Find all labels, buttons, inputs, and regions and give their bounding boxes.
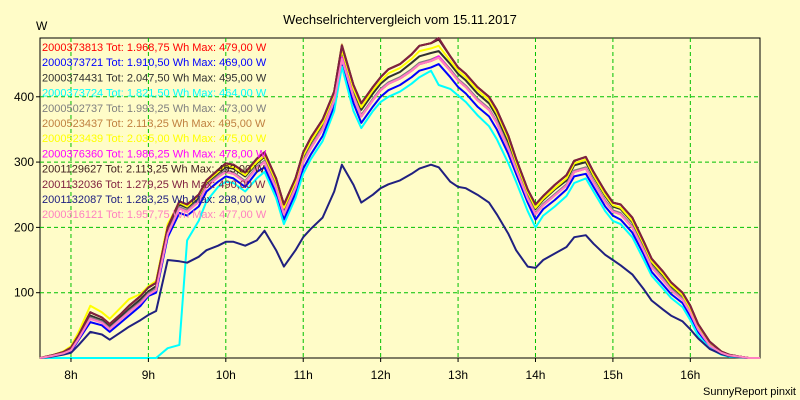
legend-entry: 2000374431 Tot: 2.047,50 Wh Max: 495,00 … [42, 72, 267, 84]
legend-entry: 2000373721 Tot: 1.910,50 Wh Max: 469,00 … [42, 57, 267, 69]
legend: 2000373813 Tot: 1.968,75 Wh Max: 479,00 … [42, 42, 267, 221]
x-tick-label: 15h [603, 368, 623, 382]
y-tick-label: 100 [14, 286, 34, 300]
legend-entry: 2000316121 Tot: 1.957,75 Wh Max: 477,00 … [42, 209, 267, 221]
x-tick-label: 12h [371, 368, 391, 382]
series-line-11 [39, 163, 760, 359]
grid-lines [40, 38, 760, 358]
y-tick-label: 300 [14, 155, 34, 169]
legend-entry: 2000373724 Tot: 1.821,50 Wh Max: 464,00 … [42, 88, 267, 100]
y-axis-label: W [36, 19, 48, 33]
y-tick-label: 400 [14, 90, 34, 104]
x-tick-label: 10h [216, 368, 236, 382]
x-axis-ticks: 8h 9h 10h 11h 12h 13h 14h 15h 16h [64, 358, 700, 382]
chart-title: Wechselrichtervergleich vom 15.11.2017 [283, 12, 517, 27]
series-lines [39, 37, 760, 359]
x-tick-label: 16h [680, 368, 700, 382]
legend-entry: 2000523437 Tot: 2.113,25 Wh Max: 495,00 … [42, 118, 266, 130]
legend-entry: 2001129627 Tot: 2.113,25 Wh Max: 493,00 … [42, 164, 265, 176]
legend-entry: 2000502737 Tot: 1.993,25 Wh Max: 473,00 … [42, 103, 267, 115]
legend-entry: 2000523439 Tot: 2.035,00 Wh Max: 475,00 … [42, 133, 267, 145]
series-line-4 [40, 65, 760, 359]
y-tick-label: 200 [14, 220, 34, 234]
x-tick-label: 14h [525, 368, 545, 382]
x-tick-label: 8h [64, 368, 77, 382]
x-tick-label: 13h [448, 368, 468, 382]
legend-entry: 2001132087 Tot: 1.283,25 Wh Max: 298,00 … [42, 194, 266, 206]
legend-entry: 2000376360 Tot: 1.986,25 Wh Max: 478,00 … [42, 148, 267, 160]
legend-entry: 2000373813 Tot: 1.968,75 Wh Max: 479,00 … [42, 42, 267, 54]
series-line-10 [39, 37, 760, 359]
series-line-12 [39, 56, 760, 359]
footer-label: SunnyReport pinxit [703, 386, 796, 398]
x-tick-label: 11h [294, 368, 313, 382]
y-axis-ticks: 100 200 300 400 [14, 90, 40, 300]
legend-entry: 2001132036 Tot: 1.279,25 Wh Max: 490,00 … [42, 179, 266, 191]
x-tick-label: 9h [142, 368, 155, 382]
